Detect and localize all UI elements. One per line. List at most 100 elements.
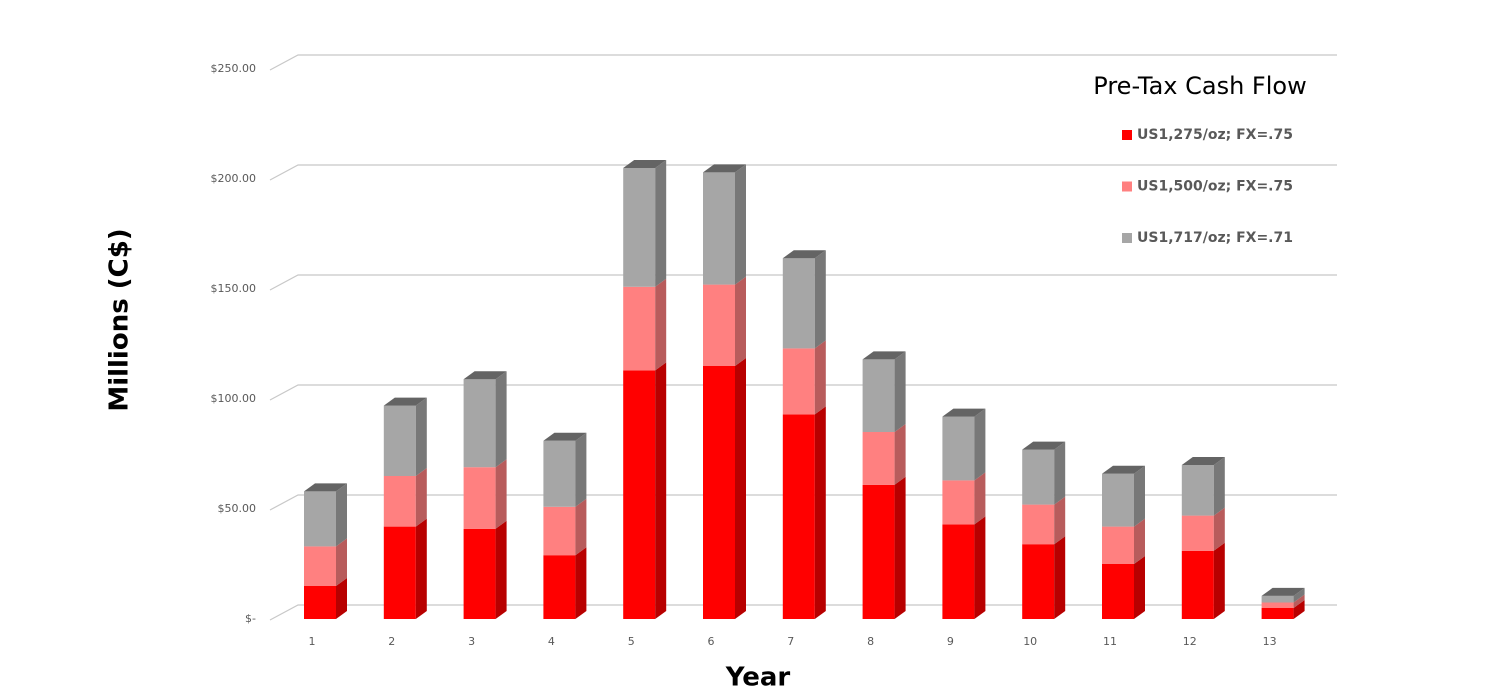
- bar-side: [894, 476, 906, 619]
- grid-line: [269, 604, 1337, 621]
- bar-segment: [1181, 457, 1225, 516]
- bar-side: [814, 250, 826, 349]
- bar-front: [304, 546, 336, 586]
- bar-side: [894, 351, 906, 432]
- bar-segment: [782, 250, 826, 349]
- bar-side: [575, 432, 587, 507]
- x-tick-label: 8: [867, 635, 874, 648]
- bar-side: [575, 498, 587, 556]
- bar-top: [543, 432, 587, 441]
- bar-side: [1213, 457, 1225, 516]
- bar-front: [304, 586, 336, 619]
- bar-side: [814, 406, 826, 619]
- bar-side: [336, 538, 347, 586]
- bar-front: [383, 526, 416, 619]
- bar-segment: [304, 578, 347, 619]
- bar-side: [814, 340, 826, 415]
- bar-segment: [1102, 556, 1145, 619]
- bar-segment: [383, 518, 427, 619]
- legend-swatch: [1122, 233, 1132, 243]
- bar-segment: [942, 408, 986, 481]
- bar-top: [862, 351, 906, 360]
- y-tick-label: $100.00: [211, 392, 257, 405]
- x-tick-label: 2: [388, 635, 395, 648]
- bar-side: [415, 518, 427, 619]
- bar-side: [735, 164, 746, 285]
- bar-side: [974, 408, 986, 481]
- x-tick-label: 9: [947, 635, 954, 648]
- bar-front: [782, 348, 815, 415]
- bar-top: [1181, 457, 1225, 465]
- bar-top: [782, 250, 826, 259]
- bar-side: [974, 516, 986, 619]
- bar-segment: [1022, 441, 1066, 505]
- bar-segment: [1261, 594, 1305, 608]
- bar-segment: [623, 362, 667, 619]
- bar-front: [703, 366, 735, 619]
- bar-segment: [862, 424, 906, 485]
- bar-side: [1134, 465, 1145, 527]
- bar-segment: [1022, 536, 1066, 619]
- x-tick-label: 11: [1103, 635, 1117, 648]
- bar-side: [1293, 600, 1305, 619]
- bar-side: [1054, 496, 1066, 545]
- bar-segment: [703, 164, 746, 285]
- bar-top: [463, 371, 507, 380]
- legend-swatch: [1122, 130, 1132, 140]
- bar-side: [1213, 507, 1225, 551]
- bar-side: [894, 424, 906, 485]
- bar-front: [1022, 449, 1055, 505]
- bar-front: [862, 359, 895, 432]
- bar-top: [942, 408, 986, 417]
- bar-front: [782, 258, 815, 349]
- bar-side: [575, 547, 587, 619]
- bar-side: [1293, 587, 1305, 603]
- bar-side: [415, 397, 427, 476]
- bar-segment: [942, 516, 986, 619]
- bar-segment: [304, 538, 347, 586]
- bar-segment: [543, 498, 587, 556]
- grid-line: [269, 494, 1337, 511]
- bar-segment: [862, 476, 906, 619]
- bar-side: [495, 520, 507, 619]
- bar-front: [782, 414, 815, 619]
- legend-label: US1,717/oz; FX=.71: [1137, 230, 1293, 246]
- bar-front: [942, 480, 975, 525]
- bar-segment: [1181, 507, 1225, 551]
- bar-segment: [463, 371, 507, 468]
- bar-front: [1181, 550, 1214, 619]
- bar-side: [1134, 518, 1145, 564]
- bar-segment: [304, 483, 347, 547]
- bar-segment: [1261, 600, 1305, 619]
- bar-side: [336, 578, 347, 619]
- bar-front: [1181, 465, 1214, 516]
- bar-segment: [383, 468, 427, 527]
- bar-segment: [703, 276, 746, 366]
- legend-label: US1,275/oz; FX=.75: [1137, 127, 1293, 143]
- bar-segment: [1102, 465, 1145, 527]
- bar-top: [1261, 587, 1305, 596]
- legend-title: Pre-Tax Cash Flow: [1093, 72, 1306, 100]
- grid-line: [269, 54, 1337, 71]
- bar-side: [1134, 556, 1145, 619]
- bar-segment: [703, 358, 746, 619]
- bar-segment: [383, 397, 427, 476]
- bar-front: [543, 440, 576, 507]
- bar-segment: [623, 278, 667, 371]
- bar-front: [1102, 526, 1134, 564]
- bar-side: [1054, 441, 1066, 505]
- bar-top: [304, 483, 347, 492]
- bar-top: [1022, 441, 1066, 450]
- bar-front: [383, 476, 416, 527]
- y-tick-label: $200.00: [211, 172, 257, 185]
- bar-front: [463, 467, 496, 529]
- bar-front: [623, 286, 656, 371]
- grid-line: [269, 164, 1337, 181]
- x-tick-label: 4: [548, 635, 555, 648]
- bar-front: [623, 370, 656, 619]
- bar-segment: [623, 160, 667, 287]
- bar-front: [304, 491, 336, 547]
- legend-label: US1,500/oz; FX=.75: [1137, 179, 1293, 195]
- grid-line: [269, 384, 1337, 401]
